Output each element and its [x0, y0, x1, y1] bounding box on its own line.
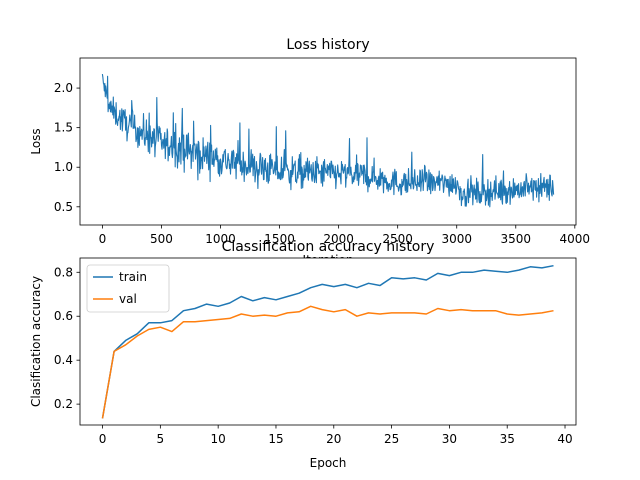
- y-tick-label: 0.5: [54, 200, 73, 214]
- x-tick-label: 0: [99, 232, 107, 246]
- loss-y-ticks: 0.5 1.0 1.5 2.0: [54, 81, 80, 214]
- x-tick-label: 10: [211, 432, 226, 446]
- loss-plot-frame: [79, 57, 577, 226]
- x-tick-label: 0: [99, 432, 107, 446]
- series-line-val: [101, 305, 554, 419]
- x-tick-label: 3000: [441, 232, 472, 246]
- loss-series-line: [101, 74, 555, 208]
- loss-chart-title: Loss history: [286, 37, 369, 53]
- loss-history-chart: Loss history 0 500 1000 1500 2000 2500 3000 350…: [29, 37, 590, 267]
- x-tick-label: 1500: [264, 232, 295, 246]
- x-tick-label: 15: [268, 432, 283, 446]
- x-tick-label: 35: [500, 432, 515, 446]
- y-tick-label: 0.2: [54, 397, 73, 411]
- x-tick-label: 1000: [205, 232, 236, 246]
- accuracy-x-axis-label: Epoch: [310, 456, 347, 470]
- y-tick-label: 1.5: [54, 121, 73, 135]
- legend-label-train: train: [119, 270, 147, 284]
- x-tick-label: 4000: [560, 232, 591, 246]
- accuracy-chart-title: Classification accuracy history: [222, 239, 435, 255]
- x-tick-label: 25: [384, 432, 399, 446]
- x-tick-label: 500: [150, 232, 173, 246]
- accuracy-series-group: [101, 264, 554, 419]
- x-tick-label: 40: [557, 432, 572, 446]
- accuracy-history-chart: Classification accuracy history 0 5 10 15 20…: [29, 239, 577, 470]
- accuracy-plot-frame: [79, 257, 577, 426]
- series-line-train: [101, 264, 554, 419]
- x-tick-label: 20: [326, 432, 341, 446]
- loss-y-axis-label: Loss: [29, 128, 43, 154]
- accuracy-y-axis-label: Clasification accuracy: [29, 276, 43, 407]
- x-tick-label: 30: [442, 432, 457, 446]
- y-tick-label: 0.4: [54, 353, 73, 367]
- legend-label-val: val: [119, 292, 137, 306]
- loss-x-ticks: 0 500 1000 1500 2000 2500 3000 3500 4000: [99, 225, 590, 246]
- loss-series-group: [101, 74, 555, 208]
- y-tick-label: 2.0: [54, 81, 73, 95]
- y-tick-label: 0.6: [54, 309, 73, 323]
- x-tick-label: 2500: [382, 232, 413, 246]
- x-tick-label: 2000: [323, 232, 354, 246]
- accuracy-x-ticks: 0 5 10 15 20 25 30 35 40: [99, 425, 573, 446]
- y-tick-label: 1.0: [54, 160, 73, 174]
- y-tick-label: 0.8: [54, 265, 73, 279]
- accuracy-y-ticks: 0.2 0.4 0.6 0.8: [54, 265, 80, 411]
- legend: train val: [86, 264, 170, 313]
- x-tick-label: 5: [157, 432, 165, 446]
- x-tick-label: 3500: [500, 232, 531, 246]
